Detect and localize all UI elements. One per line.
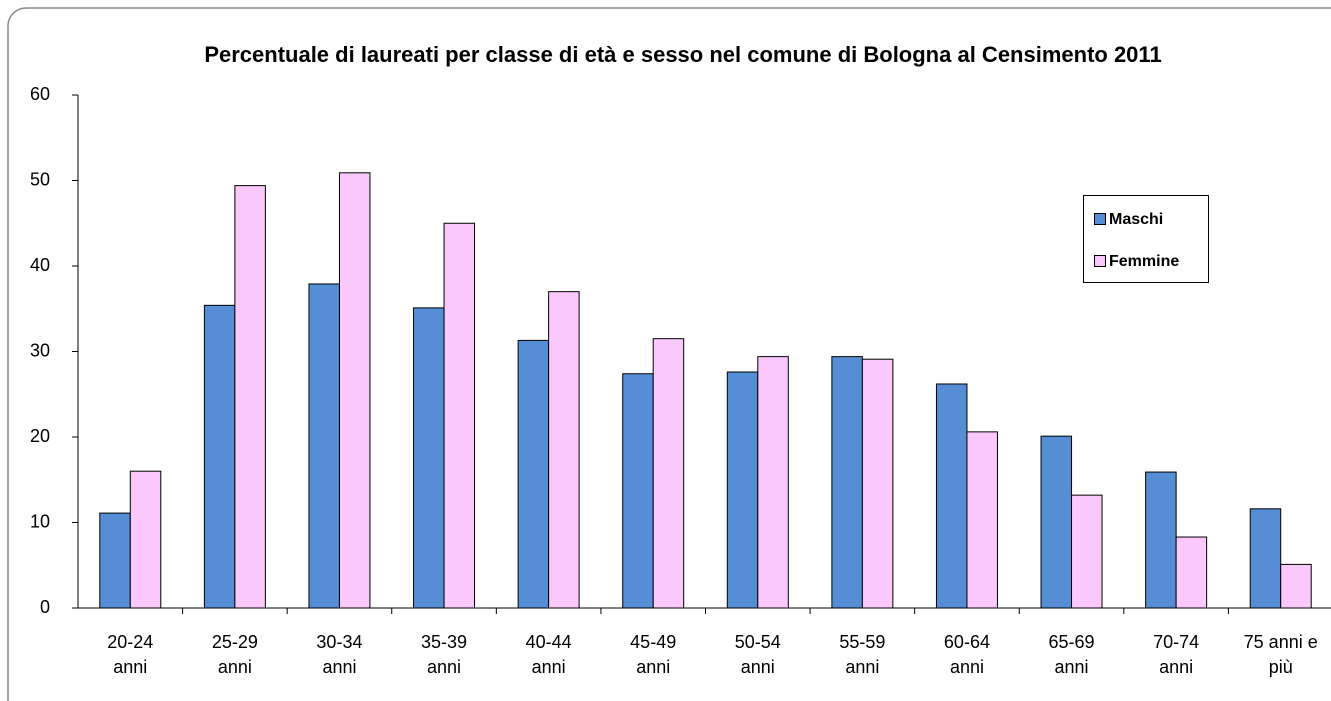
y-tick-label: 30	[30, 340, 50, 360]
x-tick-label: 45-49 anni	[630, 632, 677, 677]
bar	[652, 338, 685, 609]
x-tick-label: 40-44 anni	[525, 632, 572, 677]
bar	[413, 307, 445, 609]
legend-item: Femmine	[1094, 252, 1179, 272]
x-tick-label: 20-24 anni	[107, 632, 154, 677]
bar	[1040, 435, 1073, 609]
bar	[338, 172, 371, 609]
bar	[1175, 536, 1208, 609]
y-tick-label: 0	[40, 597, 50, 617]
x-tick-label: 70-74 anni	[1153, 632, 1200, 677]
x-tick-label: 60-64 anni	[943, 632, 990, 677]
bar	[443, 222, 476, 609]
bar	[935, 383, 968, 609]
y-tick-label: 40	[30, 255, 50, 275]
legend-label: Maschi	[1109, 211, 1164, 228]
bar	[308, 283, 340, 609]
legend-swatch	[1094, 255, 1106, 267]
bar	[622, 373, 654, 609]
y-tick-label: 60	[30, 84, 50, 104]
x-tick-label: 65-69 anni	[1048, 632, 1095, 677]
bar	[861, 358, 894, 609]
legend-label: Femmine	[1109, 253, 1180, 270]
legend-item: Maschi	[1094, 210, 1163, 230]
bar	[966, 431, 998, 609]
bar	[726, 371, 759, 609]
bar	[1071, 494, 1103, 609]
x-tick-label: 75 anni e più	[1243, 632, 1318, 677]
x-tick-label: 25-29 anni	[211, 632, 258, 677]
bar	[548, 291, 580, 609]
y-tick-label: 20	[30, 426, 50, 446]
bar	[129, 470, 162, 609]
bar	[1280, 563, 1312, 609]
chart-title: Percentuale di laureati per classe di et…	[204, 42, 1162, 67]
x-tick-label: 55-59 anni	[839, 632, 886, 677]
y-tick-label: 10	[30, 511, 50, 531]
bar	[757, 356, 789, 609]
bar	[234, 185, 266, 609]
bar	[831, 356, 863, 609]
bar	[99, 512, 131, 609]
legend-swatch	[1094, 213, 1106, 225]
y-tick-label: 50	[30, 169, 50, 189]
legend: Maschi Femmine	[1083, 195, 1209, 283]
bar	[517, 339, 550, 609]
x-tick-label: 30-34 anni	[316, 632, 363, 677]
x-tick-label: 35-39 anni	[421, 632, 468, 677]
bar	[1249, 508, 1282, 609]
bar	[203, 304, 236, 609]
x-tick-label: 50-54 anni	[734, 632, 781, 677]
bar	[1145, 471, 1177, 609]
